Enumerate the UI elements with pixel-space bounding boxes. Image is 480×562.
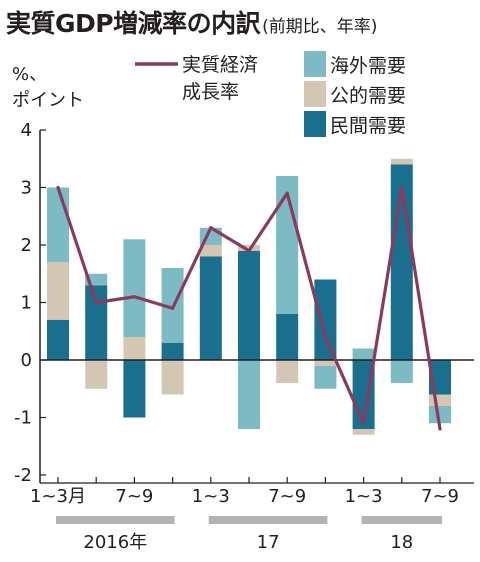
legend-swatch-private [304,111,326,137]
bar-private-2016-Q1 [47,319,69,360]
chart-subtitle: (前期比、年率) [262,17,378,37]
bar-private-2017-Q4 [314,279,337,360]
bar-public-2017-Q3 [276,360,299,383]
growth-rate-point-2018-Q3 [438,427,442,431]
year-bar-2016年 [56,516,175,524]
bar-public-2016-Q3 [123,337,146,360]
growth-rate-point-2018-Q1 [362,421,366,425]
bar-public-2016-Q1 [47,262,69,320]
bar-public-2017-Q1 [199,245,222,257]
bar-foreign-2016-Q2 [85,273,108,286]
bar-foreign-2016-Q3 [123,239,146,337]
legend-label-public: 公的需要 [330,85,406,107]
growth-rate-point-2017-Q3 [285,191,289,195]
bar-foreign-2016-Q1 [47,187,69,263]
x-tick-label-2016-Q1: 1~3月 [30,486,86,507]
growth-rate-point-2017-Q2 [247,249,251,253]
legend-label-private: 民間需要 [330,115,406,137]
year-bar-17 [208,516,328,524]
growth-rate-point-2016-Q2 [94,300,98,305]
growth-rate-point-2016-Q1 [56,185,60,190]
y-tick-label-3: 3 [21,178,32,199]
x-tick-label-2018-Q3: 7~9 [421,486,459,507]
bar-public-2018-Q2 [390,158,413,165]
bar-foreign-2018-Q2 [390,360,413,383]
year-label-18: 18 [390,532,413,553]
y-unit-label-line2: ポイント [12,90,84,111]
legend-label-foreign: 海外需要 [330,55,406,77]
bar-private-2016-Q2 [85,285,108,360]
legend-label-growth-rate-line2: 成長率 [182,81,239,103]
bar-group [47,158,451,435]
bar-foreign-2018-Q3 [429,406,451,424]
y-tick-label-1: 1 [21,293,32,314]
growth-rate-point-2018-Q2 [400,185,404,190]
x-tick-label-2017-Q3: 7~9 [268,486,306,507]
bar-foreign-2017-Q4 [314,365,337,389]
bar-public-2018-Q1 [352,429,375,435]
x-tick-label-2018-Q1: 1~3 [345,486,383,507]
bar-public-2016-Q4 [161,360,184,395]
y-unit-label-line1: %、 [12,64,48,85]
bar-private-2016-Q4 [161,342,184,360]
bar-private-2017-Q1 [199,256,222,360]
growth-rate-point-2017-Q4 [323,335,327,339]
x-axis-labels: 1~3月 7~9 1~3 7~9 1~3 7~9 2016年 17 18 [30,486,459,553]
bar-public-2016-Q2 [85,360,108,389]
y-tick-label-4: 4 [21,120,32,141]
y-tick-label--1: -1 [14,408,32,429]
growth-rate-point-2017-Q1 [209,226,213,230]
x-tick-label-2016-Q3: 7~9 [115,486,153,507]
bar-private-2016-Q3 [123,360,146,418]
y-tick-label-2: 2 [21,235,32,256]
bar-private-2017-Q2 [238,250,260,360]
growth-rate-line-group [56,185,442,431]
legend-swatch-public [304,81,326,107]
y-tick-label-0: 0 [21,350,32,371]
axes: -2 -1 0 1 2 3 4 [14,120,474,486]
legend-label-growth-rate-line1: 実質経済 [182,54,258,76]
year-label-2016年: 2016年 [83,532,147,553]
bar-foreign-2017-Q2 [238,360,260,429]
year-label-17: 17 [257,532,280,553]
growth-rate-point-2016-Q3 [132,295,136,299]
legend-swatch-foreign [304,51,326,77]
chart-title: 実質GDP増減率の内訳 [6,9,261,38]
bar-private-2017-Q3 [276,314,299,360]
bar-public-2018-Q3 [429,394,451,406]
bar-foreign-2018-Q1 [352,348,375,360]
chart-title-block: 実質GDP増減率の内訳 (前期比、年率) [6,4,377,40]
growth-rate-point-2016-Q4 [171,306,175,310]
bar-public-2017-Q4 [314,360,337,366]
year-bar-18 [361,516,442,524]
x-tick-label-2017-Q1: 1~3 [192,486,230,507]
y-tick-label--2: -2 [14,465,32,486]
